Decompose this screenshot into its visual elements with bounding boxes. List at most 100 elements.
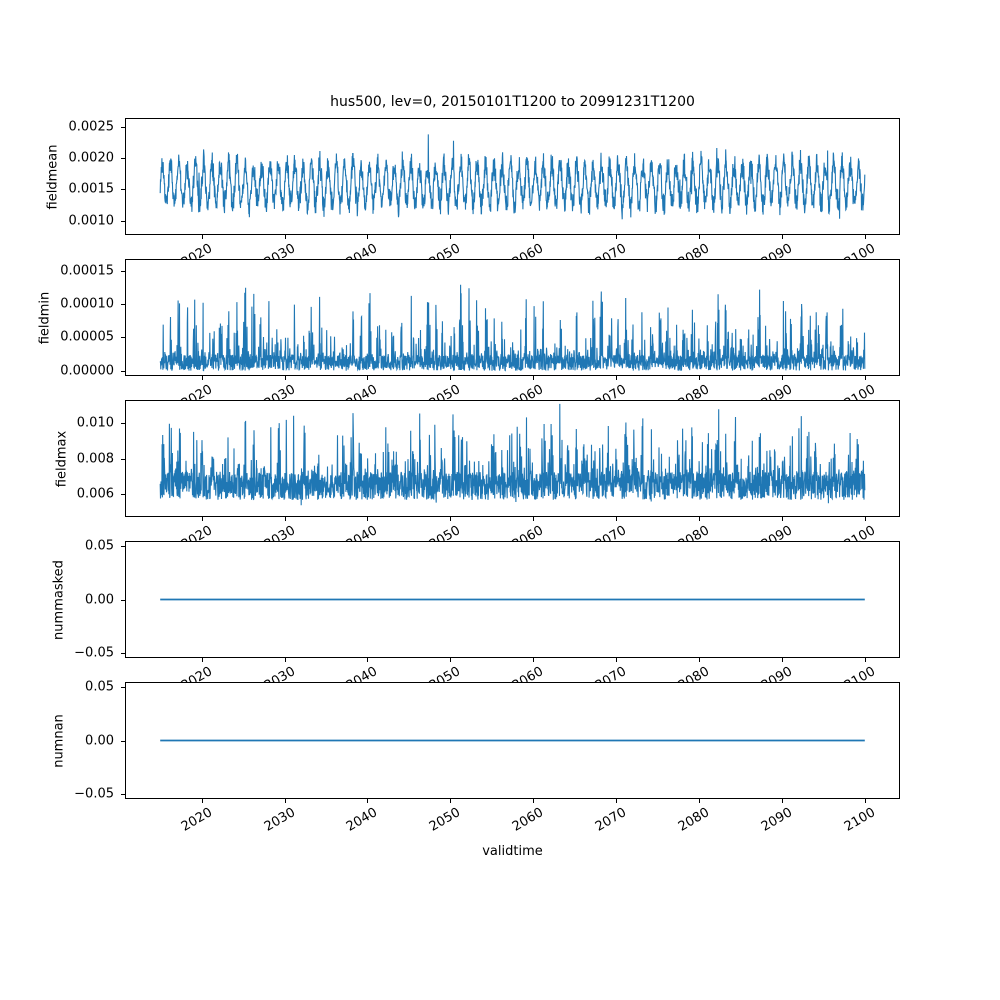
y-tick-mark — [121, 687, 125, 688]
x-tick-mark — [450, 517, 451, 521]
x-tick-mark — [782, 376, 783, 380]
y-tick-label: 0.006 — [76, 486, 114, 502]
x-tick-mark — [616, 658, 617, 662]
x-tick-mark — [285, 799, 286, 803]
y-tick-mark — [121, 794, 125, 795]
y-tick-label: 0.008 — [76, 451, 114, 466]
y-tick-mark — [121, 494, 125, 495]
x-tick-mark — [202, 235, 203, 239]
figure-title: hus500, lev=0, 20150101T1200 to 20991231… — [330, 94, 695, 110]
y-tick-label: 0.05 — [85, 538, 114, 554]
y-tick-label: 0.00 — [85, 733, 114, 748]
y-axis-label-fieldmean: fieldmean — [45, 144, 61, 209]
y-tick-label: 0.00010 — [60, 296, 114, 312]
x-tick-mark — [865, 799, 866, 803]
x-tick-label: 2100 — [841, 805, 878, 835]
y-tick-label: −0.05 — [74, 786, 114, 802]
y-axis-label-fieldmin: fieldmin — [37, 291, 53, 344]
axes-fieldmin — [125, 259, 900, 376]
fieldmax-series-line — [159, 403, 866, 506]
y-tick-label: 0.0015 — [68, 181, 115, 197]
x-tick-mark — [285, 235, 286, 239]
y-tick-label: 0.010 — [76, 415, 114, 431]
y-tick-mark — [121, 546, 125, 547]
x-tick-label: 2080 — [675, 805, 712, 835]
fieldmin-plot-area — [159, 284, 866, 372]
y-tick-label: 0.0010 — [68, 213, 115, 229]
y-axis-label-nummasked: nummasked — [51, 559, 67, 640]
y-tick-mark — [121, 337, 125, 338]
x-tick-mark — [865, 658, 866, 662]
x-tick-mark — [699, 235, 700, 239]
x-tick-mark — [450, 658, 451, 662]
x-tick-mark — [865, 376, 866, 380]
x-tick-mark — [285, 658, 286, 662]
y-axis-label-fieldmax: fieldmax — [54, 430, 70, 487]
y-tick-label: 0.00000 — [60, 363, 114, 379]
axes-nummasked — [125, 541, 900, 658]
x-tick-label: 2040 — [344, 805, 381, 835]
y-tick-label: −0.05 — [74, 645, 114, 661]
x-tick-mark — [202, 517, 203, 521]
x-tick-mark — [865, 235, 866, 239]
x-tick-mark — [367, 799, 368, 803]
x-tick-mark — [202, 799, 203, 803]
y-tick-label: 0.00015 — [60, 263, 114, 279]
x-tick-label: 2070 — [592, 805, 630, 835]
x-tick-mark — [699, 658, 700, 662]
x-tick-label: 2030 — [261, 805, 298, 835]
x-tick-label: 2090 — [758, 805, 795, 835]
x-tick-mark — [865, 517, 866, 521]
y-tick-mark — [121, 127, 125, 128]
x-tick-mark — [782, 517, 783, 521]
y-tick-mark — [121, 600, 125, 601]
x-tick-mark — [367, 517, 368, 521]
x-tick-mark — [202, 376, 203, 380]
y-tick-mark — [121, 459, 125, 460]
x-tick-mark — [699, 376, 700, 380]
y-tick-mark — [121, 741, 125, 742]
fieldmean-series-line — [159, 134, 866, 220]
x-tick-mark — [367, 235, 368, 239]
x-tick-mark — [285, 517, 286, 521]
x-tick-label: 2050 — [427, 805, 464, 835]
x-tick-mark — [533, 517, 534, 521]
x-tick-mark — [533, 658, 534, 662]
x-tick-mark — [533, 799, 534, 803]
axes-fieldmean — [125, 118, 900, 235]
x-tick-mark — [616, 799, 617, 803]
y-tick-label: 0.05 — [85, 679, 114, 695]
y-tick-mark — [121, 304, 125, 305]
x-tick-mark — [367, 376, 368, 380]
x-axis-title: validtime — [482, 844, 543, 859]
x-tick-mark — [782, 658, 783, 662]
x-tick-mark — [533, 376, 534, 380]
fieldmax-plot-area — [159, 403, 866, 506]
x-tick-mark — [450, 376, 451, 380]
x-tick-mark — [616, 517, 617, 521]
x-tick-mark — [616, 376, 617, 380]
y-tick-mark — [121, 653, 125, 654]
y-tick-mark — [121, 271, 125, 272]
x-tick-mark — [616, 235, 617, 239]
y-tick-mark — [121, 221, 125, 222]
y-tick-label: 0.0020 — [68, 150, 115, 166]
y-axis-label-numnan: numnan — [51, 713, 67, 768]
y-tick-label: 0.0025 — [68, 119, 115, 135]
numnan-plot-area — [160, 739, 865, 742]
y-tick-label: 0.00 — [85, 592, 114, 607]
x-tick-mark — [450, 799, 451, 803]
y-tick-mark — [121, 371, 125, 372]
fieldmin-series-line — [159, 284, 866, 372]
nummasked-plot-area — [160, 598, 865, 601]
x-tick-label: 2020 — [178, 805, 215, 835]
x-tick-mark — [699, 799, 700, 803]
x-tick-mark — [782, 799, 783, 803]
x-tick-mark — [367, 658, 368, 662]
fieldmean-plot-area — [159, 134, 866, 220]
x-tick-mark — [699, 517, 700, 521]
x-tick-mark — [533, 235, 534, 239]
x-tick-mark — [782, 235, 783, 239]
x-tick-mark — [202, 658, 203, 662]
